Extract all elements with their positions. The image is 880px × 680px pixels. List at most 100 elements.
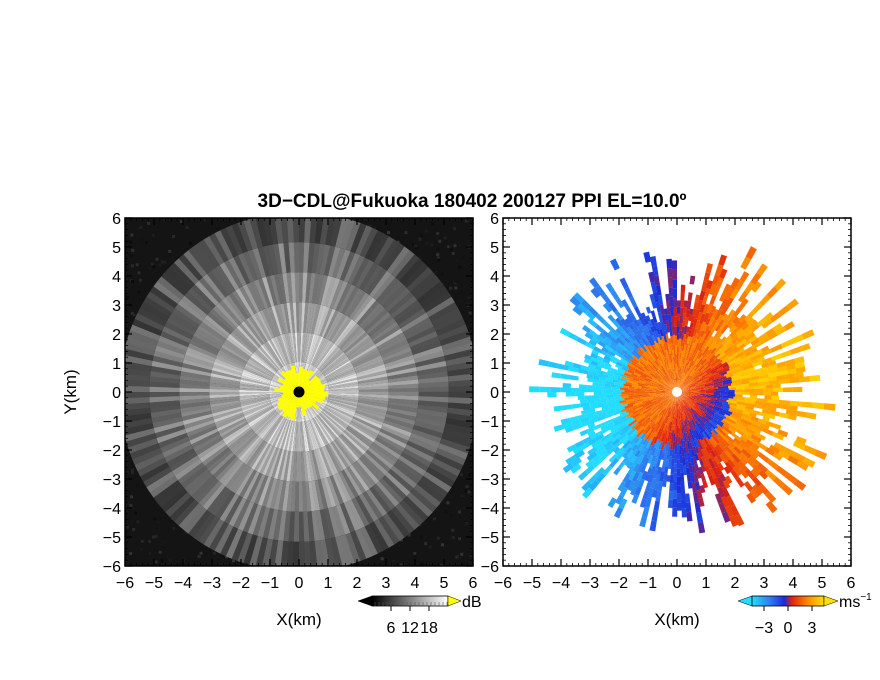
intensity-beam-cell bbox=[257, 347, 279, 371]
velocity-beam-cell bbox=[637, 325, 644, 334]
intensity-beam-cell bbox=[447, 367, 473, 377]
x-tick-label: 6 bbox=[847, 575, 856, 592]
velocity-beam-cell bbox=[667, 499, 673, 509]
velocity-beam-cell bbox=[708, 467, 717, 479]
intensity-beam-cell bbox=[125, 418, 153, 430]
velocity-beam-cell bbox=[610, 384, 617, 388]
velocity-beam-cell bbox=[756, 462, 769, 474]
velocity-beam-cell bbox=[622, 353, 631, 361]
velocity-beam-cell bbox=[629, 312, 637, 321]
intensity-beam-cell bbox=[253, 312, 271, 341]
x-tick-label: −2 bbox=[610, 575, 628, 592]
intensity-beam-cell bbox=[236, 435, 259, 459]
velocity-beam-cell bbox=[681, 333, 684, 340]
intensity-noise-cell bbox=[437, 258, 441, 262]
intensity-beam-cell bbox=[352, 352, 382, 368]
velocity-beam-cell bbox=[572, 423, 583, 431]
velocity-beam-cell bbox=[684, 410, 691, 421]
velocity-beam-cell bbox=[568, 366, 579, 373]
velocity-beam-cell bbox=[686, 425, 691, 434]
velocity-beam-cell bbox=[639, 342, 648, 353]
intensity-beam-cell bbox=[191, 335, 220, 353]
velocity-beam-cell bbox=[656, 346, 661, 353]
velocity-beam-cell bbox=[713, 456, 721, 465]
velocity-beam-cell bbox=[622, 385, 629, 389]
velocity-beam-cell bbox=[765, 491, 777, 504]
velocity-beam-cell bbox=[645, 315, 651, 322]
intensity-beam-cell bbox=[420, 475, 449, 498]
velocity-beam-cell bbox=[586, 451, 598, 462]
intensity-beam-cell bbox=[234, 327, 258, 351]
velocity-beam-cell bbox=[705, 352, 712, 360]
intensity-beam-cell bbox=[386, 366, 418, 377]
velocity-beam-cell bbox=[587, 384, 596, 389]
intensity-beam-cell bbox=[364, 524, 384, 554]
intensity-beam-cell bbox=[302, 481, 308, 512]
intensity-noise-cell bbox=[152, 264, 156, 268]
velocity-beam-cell bbox=[657, 388, 665, 390]
velocity-beam-cell bbox=[611, 438, 621, 447]
intensity-beam-cell bbox=[231, 466, 252, 494]
velocity-beam-cell bbox=[792, 386, 803, 392]
intensity-beam-cell bbox=[362, 264, 383, 293]
intensity-beam-cell bbox=[197, 324, 225, 345]
velocity-beam-cell bbox=[703, 329, 712, 342]
velocity-beam-cell bbox=[686, 385, 697, 389]
velocity-beam-cell bbox=[675, 354, 677, 364]
intensity-beam-cell bbox=[267, 244, 279, 275]
velocity-beam-cell bbox=[660, 429, 665, 437]
velocity-beam-cell bbox=[650, 326, 655, 333]
intensity-beam-cell bbox=[260, 414, 281, 440]
velocity-beam-cell bbox=[616, 423, 627, 432]
velocity-beam-cell bbox=[613, 371, 621, 376]
intensity-noise-cell bbox=[460, 552, 464, 556]
intensity-beam-cell bbox=[319, 218, 330, 245]
velocity-beam-cell bbox=[672, 441, 676, 451]
velocity-beam-cell bbox=[695, 381, 703, 386]
velocity-beam-cell bbox=[651, 352, 658, 362]
velocity-beam-cell bbox=[609, 458, 619, 469]
velocity-beam-cell bbox=[668, 439, 672, 447]
velocity-beam-cell bbox=[599, 376, 607, 381]
intensity-beam-cell bbox=[180, 465, 208, 489]
intensity-noise-cell bbox=[460, 494, 464, 498]
velocity-beam-cell bbox=[650, 407, 659, 414]
intensity-beam-cell bbox=[305, 333, 314, 363]
velocity-beam-cell bbox=[587, 377, 597, 383]
velocity-beam-cell bbox=[728, 363, 741, 371]
velocity-beam-cell bbox=[755, 398, 768, 403]
velocity-beam-cell bbox=[679, 412, 682, 420]
intensity-beam-cell bbox=[348, 341, 376, 361]
intensity-beam-cell bbox=[356, 458, 380, 484]
velocity-beam-cell bbox=[735, 411, 745, 417]
velocity-beam-cell bbox=[664, 377, 672, 385]
velocity-beam-cell bbox=[805, 412, 817, 420]
velocity-beam-cell bbox=[624, 337, 631, 344]
intensity-noise-cell bbox=[446, 501, 450, 505]
intensity-beam-cell bbox=[214, 412, 244, 426]
intensity-beam-cell bbox=[441, 336, 472, 351]
velocity-beam-cell bbox=[658, 369, 666, 378]
intensity-beam-cell bbox=[274, 540, 284, 566]
intensity-beam-cell bbox=[258, 476, 272, 507]
intensity-beam-cell bbox=[203, 519, 225, 548]
velocity-beam-cell bbox=[568, 415, 579, 423]
velocity-beam-cell bbox=[589, 277, 600, 289]
intensity-beam-cell bbox=[332, 505, 346, 537]
velocity-beam-cell bbox=[701, 340, 708, 350]
intensity-beam-cell bbox=[283, 451, 291, 482]
intensity-beam-cell bbox=[177, 462, 205, 485]
velocity-beam-cell bbox=[671, 370, 674, 379]
velocity-beam-cell bbox=[678, 398, 682, 406]
intensity-noise-cell bbox=[139, 226, 143, 230]
intensity-beam-cell bbox=[199, 321, 227, 342]
velocity-beam-cell bbox=[661, 345, 666, 352]
velocity-beam-cell bbox=[559, 327, 571, 337]
velocity-beam-cell bbox=[765, 384, 774, 389]
intensity-noise-cell bbox=[431, 222, 435, 226]
velocity-beam-cell bbox=[787, 455, 800, 466]
intensity-beam-cell bbox=[286, 332, 294, 363]
velocity-beam-cell bbox=[656, 360, 663, 370]
velocity-beam-cell bbox=[684, 416, 689, 423]
velocity-beam-cell bbox=[731, 379, 742, 384]
